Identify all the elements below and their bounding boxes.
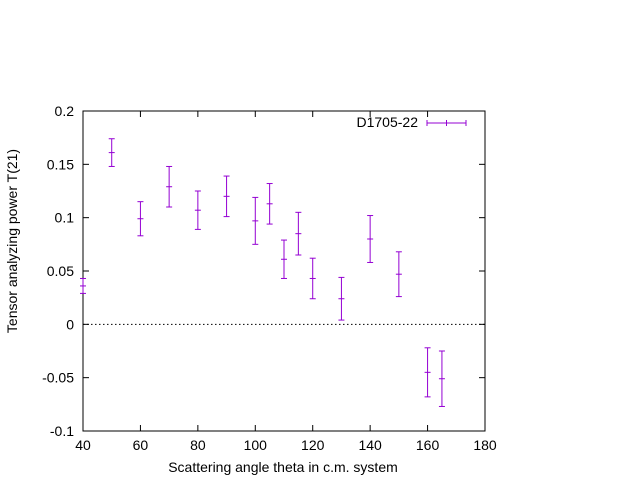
y-tick-label: -0.05 [42, 370, 74, 386]
y-axis-label: Tensor analyzing power T(21) [4, 149, 20, 333]
y-tick-label: 0.05 [47, 263, 74, 279]
y-axis: -0.1 -0.05 0 0.05 0.1 0.15 0.2 [42, 103, 485, 439]
data-point [194, 190, 201, 230]
x-tick-label: 60 [133, 437, 149, 453]
x-tick-label: 180 [473, 437, 497, 453]
legend-label: D1705-22 [357, 114, 419, 130]
data-point [295, 211, 302, 256]
y-tick-label: 0.1 [55, 210, 75, 226]
legend-errorbar-sample [426, 120, 467, 126]
x-tick-label: 40 [75, 437, 91, 453]
data-point [338, 276, 345, 321]
x-axis-label: Scattering angle theta in c.m. system [168, 459, 398, 475]
data-point [137, 201, 144, 237]
x-tick-label: 100 [244, 437, 268, 453]
legend: D1705-22 [357, 114, 467, 130]
x-tick-label: 80 [190, 437, 206, 453]
data-point [424, 347, 431, 398]
data-point [166, 165, 173, 208]
y-tick-label: 0.15 [47, 156, 74, 172]
data-point [395, 251, 402, 298]
data-point [80, 277, 86, 294]
data-point [281, 239, 287, 279]
x-tick-label: 140 [358, 437, 382, 453]
y-tick-label: -0.1 [50, 423, 74, 439]
y-tick-label: 0 [66, 316, 74, 332]
y-tick-label: 0.2 [55, 103, 75, 119]
data-point [266, 183, 273, 225]
data-point [367, 215, 374, 263]
data-point [309, 257, 316, 300]
data-point [438, 350, 445, 407]
data-series [80, 138, 445, 407]
data-point [252, 196, 259, 245]
x-tick-label: 160 [416, 437, 440, 453]
data-point [223, 175, 230, 218]
data-point [108, 138, 115, 167]
x-tick-label: 120 [301, 437, 325, 453]
x-axis: 40 60 80 100 120 140 160 180 [75, 111, 497, 453]
